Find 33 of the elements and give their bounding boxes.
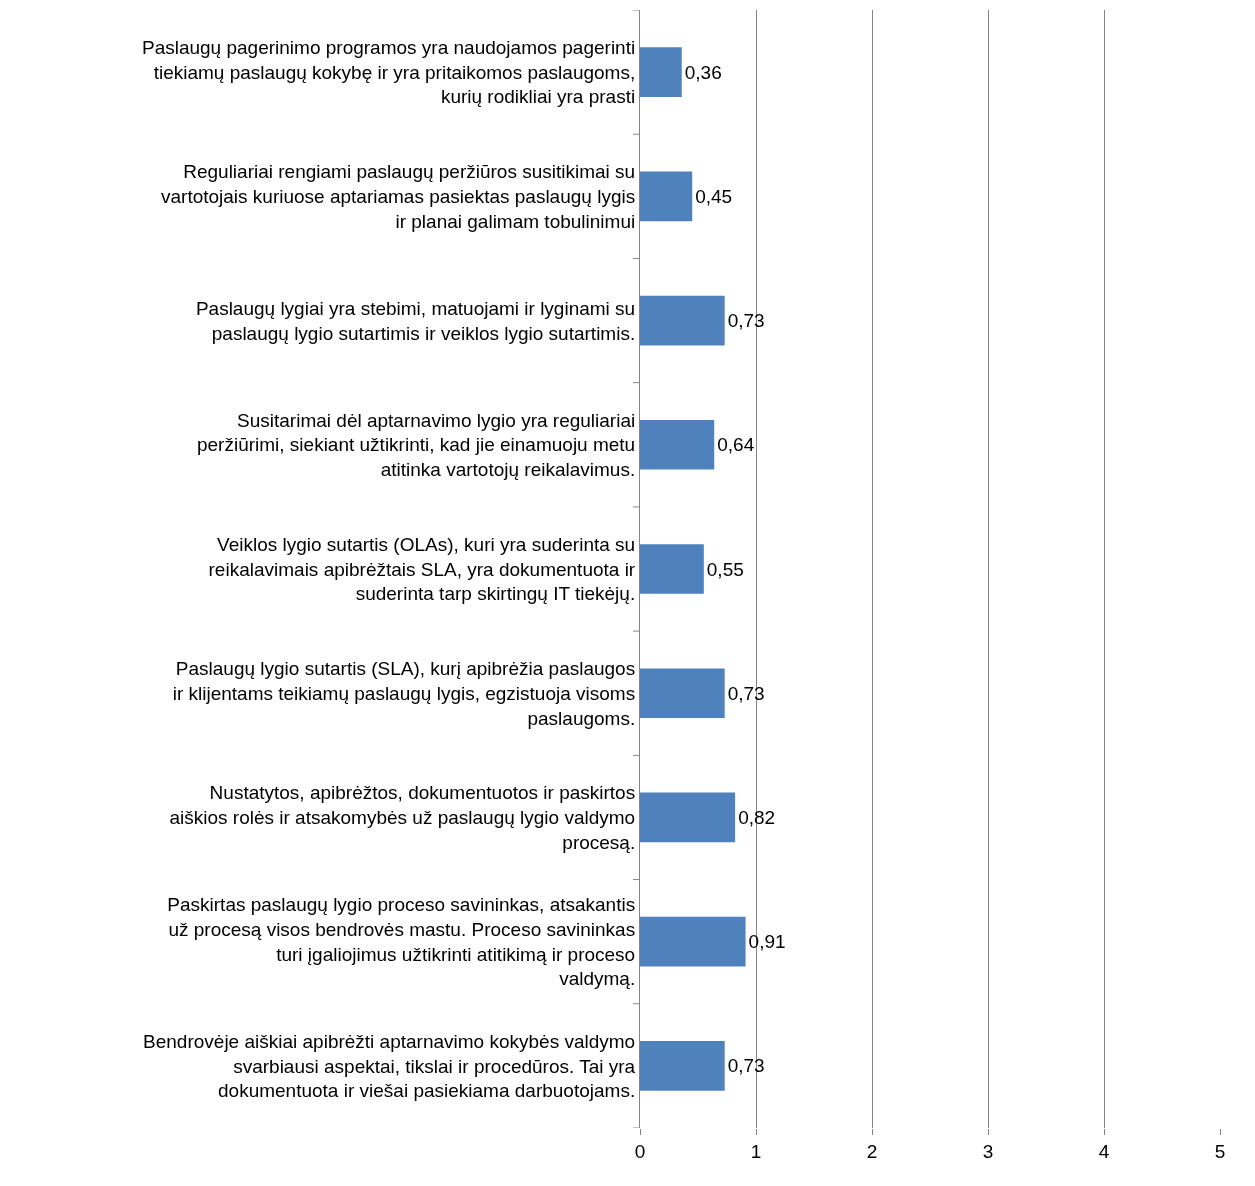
y-tick-label: Susitarimai dėl aptarnavimo lygio yra reguliariai peržiūrimi, siekiant užtikrinti, kad jie einamuoju metu atitinka vartotojų reikalavimus.: [196, 409, 636, 481]
x-tick-label: 5: [1214, 1140, 1226, 1162]
bar: [640, 792, 736, 843]
y-tick-label: Paslaugų lygiai yra stebimi, matuojami ir lyginami su paslaugų lygio sutartimis ir veiklos lygio sutartimis.: [195, 297, 636, 344]
data-label: 0,73: [727, 310, 765, 332]
bar: [640, 916, 746, 967]
data-label: 0,73: [727, 682, 765, 704]
x-tick-label: 3: [982, 1140, 994, 1162]
y-tick-label: Paskirtas paslaugų lygio proceso savininkas, atsakantis už procesą visos bendrovės mastu. Proceso savininkas turi įgaliojimus užtikrinti atitikimą ir proceso valdymą.: [167, 894, 636, 990]
x-tick-label: 1: [750, 1140, 762, 1162]
bar: [640, 668, 725, 719]
y-tick-label: Veiklos lygio sutartis (OLAs), kuri yra suderinta su reikalavimais apibrėžtais SLA, yra dokumentuota ir suderinta tarp skirtingų IT tiekėjų.: [208, 533, 636, 605]
bar: [640, 419, 715, 470]
y-tick-label: Nustatytos, apibrėžtos, dokumentuotos ir paskirtos aiškios rolės ir atsakomybės už paslaugų lygio valdymo procesą.: [169, 782, 636, 853]
y-tick-label: Bendrovėje aiškiai apibrėžti aptarnavimo kokybės valdymo svarbiausi aspektai, tikslai ir procedūros. Tai yra dokumentuota ir viešai pasiekiama darbuotojams.: [143, 1030, 636, 1102]
x-tick-label: 0: [634, 1140, 646, 1162]
x-tick-label: 2: [866, 1140, 878, 1162]
bar: [640, 47, 682, 97]
data-label: 0,91: [748, 931, 786, 953]
data-label: 0,55: [706, 558, 744, 580]
bar: [640, 1041, 725, 1091]
bar: [640, 295, 725, 346]
data-label: 0,73: [727, 1055, 765, 1077]
x-tick-label: 4: [1098, 1140, 1110, 1162]
data-label: 0,64: [717, 434, 755, 456]
data-label: 0,45: [695, 185, 733, 207]
y-tick-label: Paslaugų lygio sutartis (SLA), kurį apibrėžia paslaugos ir klijentams teikiamų paslaugų lygis, egzistuoja visoms paslaugoms.: [172, 658, 636, 729]
bar: [640, 544, 704, 594]
data-label: 0,36: [684, 61, 722, 83]
data-label: 0,82: [738, 806, 776, 828]
y-tick-label: Reguliariai rengiami paslaugų peržiūros susitikimai su vartotojais kuriuose aptariamas pasiektas paslaugų lygis ir planai galimam tobulinimui: [161, 161, 636, 232]
bar: [640, 171, 693, 222]
y-tick-label: Paslaugų pagerinimo programos yra naudojamos pagerinti tiekiamų paslaugų kokybę ir yra pritaikomos paslaugoms, kurių rodikliai yra prasti: [141, 37, 636, 108]
